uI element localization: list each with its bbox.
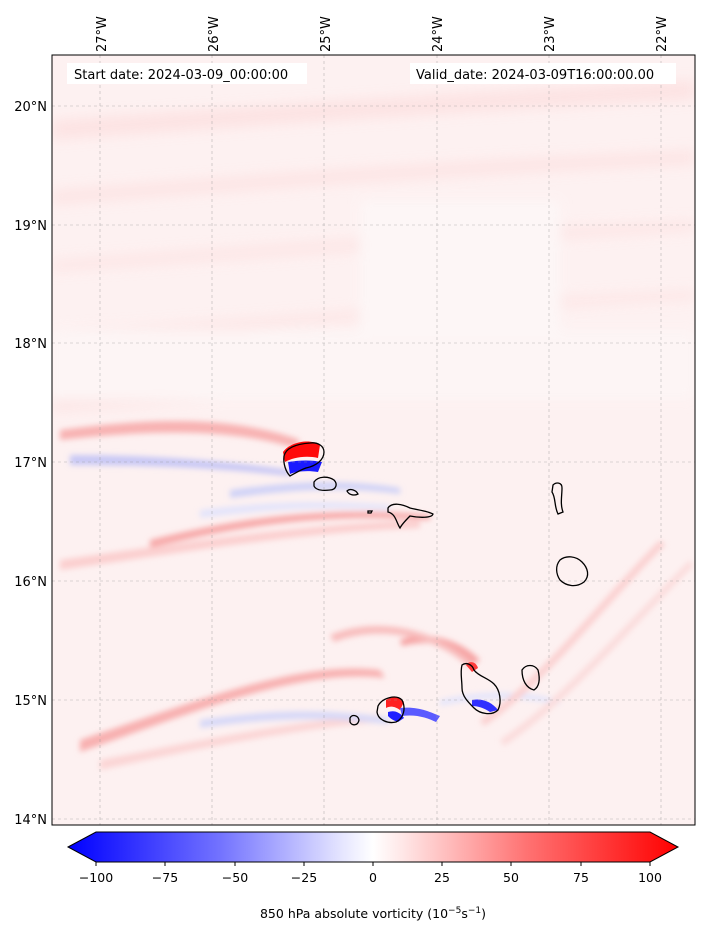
lat-label-16n: 16°N bbox=[14, 575, 47, 590]
cb-title-main: 850 hPa absolute vorticity (10 bbox=[260, 906, 448, 921]
cb-label-25: 25 bbox=[434, 870, 450, 885]
valid-date-box bbox=[410, 63, 676, 84]
island-santo-antao bbox=[283, 442, 325, 477]
cb-title-exp2: −1 bbox=[468, 906, 481, 916]
lat-label-19n: 19°N bbox=[14, 219, 47, 234]
island-santiago bbox=[460, 663, 501, 715]
start-date-box bbox=[67, 63, 307, 84]
colorbar-title: 850 hPa absolute vorticity (10−5s−1) bbox=[260, 906, 486, 921]
cb-title-exp1: −5 bbox=[448, 906, 461, 916]
cb-label-m50: −50 bbox=[222, 870, 248, 885]
valid-date-label: Valid_date: 2024-03-09T16:00:00.00 bbox=[416, 68, 654, 83]
lon-label-23w: 23°W bbox=[543, 16, 558, 52]
cb-label-100: 100 bbox=[638, 870, 662, 885]
island-fogo bbox=[376, 696, 405, 724]
start-date-label: Start date: 2024-03-09_00:00:00 bbox=[74, 68, 288, 83]
cb-title-mid: s bbox=[461, 906, 468, 921]
colorbar-tick-labels: −100 −75 −50 −25 0 25 50 75 100 bbox=[79, 870, 662, 885]
island-branco bbox=[367, 510, 374, 514]
coastlines bbox=[283, 442, 589, 726]
colorbar-body bbox=[66, 831, 680, 863]
island-santa-luzia bbox=[346, 488, 359, 496]
island-sao-nicolau bbox=[387, 503, 434, 530]
cb-label-0: 0 bbox=[369, 870, 377, 885]
lat-label-20n: 20°N bbox=[14, 100, 47, 115]
lat-labels: 20°N 19°N 18°N 17°N 16°N 15°N 14°N bbox=[14, 100, 47, 828]
cb-label-m25: −25 bbox=[291, 870, 317, 885]
island-sal bbox=[551, 482, 564, 515]
island-sao-vicente bbox=[313, 476, 337, 492]
lon-labels: 27°W 26°W 25°W 24°W 23°W 22°W bbox=[95, 16, 670, 52]
lon-label-25w: 25°W bbox=[319, 16, 334, 52]
cb-title-end: ) bbox=[481, 906, 486, 921]
lon-label-27w: 27°W bbox=[95, 16, 110, 52]
island-brava bbox=[349, 714, 360, 726]
island-maio bbox=[521, 664, 540, 691]
vorticity-field bbox=[52, 55, 695, 825]
colorbar: −100 −75 −50 −25 0 25 50 75 100 850 hPa … bbox=[66, 831, 680, 921]
island-boa-vista bbox=[555, 556, 589, 587]
cb-label-m75: −75 bbox=[152, 870, 178, 885]
map-frame bbox=[51, 54, 696, 826]
cb-label-m100: −100 bbox=[79, 870, 113, 885]
cb-label-75: 75 bbox=[573, 870, 589, 885]
cb-label-50: 50 bbox=[503, 870, 519, 885]
lat-label-14n: 14°N bbox=[14, 813, 47, 828]
lon-label-22w: 22°W bbox=[655, 16, 670, 52]
lat-label-17n: 17°N bbox=[14, 456, 47, 471]
lon-label-24w: 24°W bbox=[431, 16, 446, 52]
colorbar-ticks bbox=[95, 862, 651, 866]
lon-label-26w: 26°W bbox=[207, 16, 222, 52]
lat-label-18n: 18°N bbox=[14, 337, 47, 352]
graticule bbox=[52, 55, 695, 825]
lat-label-15n: 15°N bbox=[14, 694, 47, 709]
